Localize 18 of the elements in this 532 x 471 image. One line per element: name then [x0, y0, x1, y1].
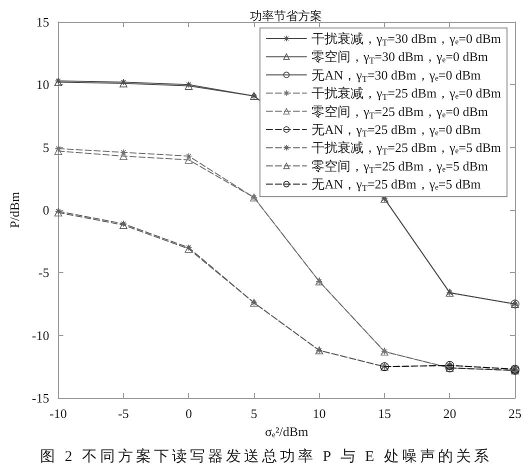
x-tick-label: 20	[443, 406, 456, 421]
chart-title: 功率节省方案	[250, 9, 322, 23]
y-tick-label: 15	[36, 14, 50, 30]
x-axis-title: σₑ²/dBm	[265, 424, 308, 439]
x-tick-label: 5	[250, 406, 258, 421]
y-tick-label: -10	[32, 328, 50, 343]
x-tick-label: 0	[185, 406, 192, 421]
x-tick-label: -5	[118, 406, 129, 421]
y-tick-label: 0	[42, 202, 50, 218]
y-tick-label: 5	[42, 140, 50, 155]
y-tick-label: -5	[38, 265, 50, 280]
y-axis-title: P/dBm	[7, 192, 22, 228]
y-tick-label: 10	[36, 77, 50, 92]
x-tick-label: 15	[378, 406, 391, 421]
x-tick-label: 10	[312, 406, 326, 421]
x-tick-label: 25	[508, 406, 522, 421]
y-tick-label: -15	[32, 390, 50, 406]
caption: 图 2 不同方案下读写器发送总功率 P 与 E 处噪声的关系	[39, 447, 493, 467]
